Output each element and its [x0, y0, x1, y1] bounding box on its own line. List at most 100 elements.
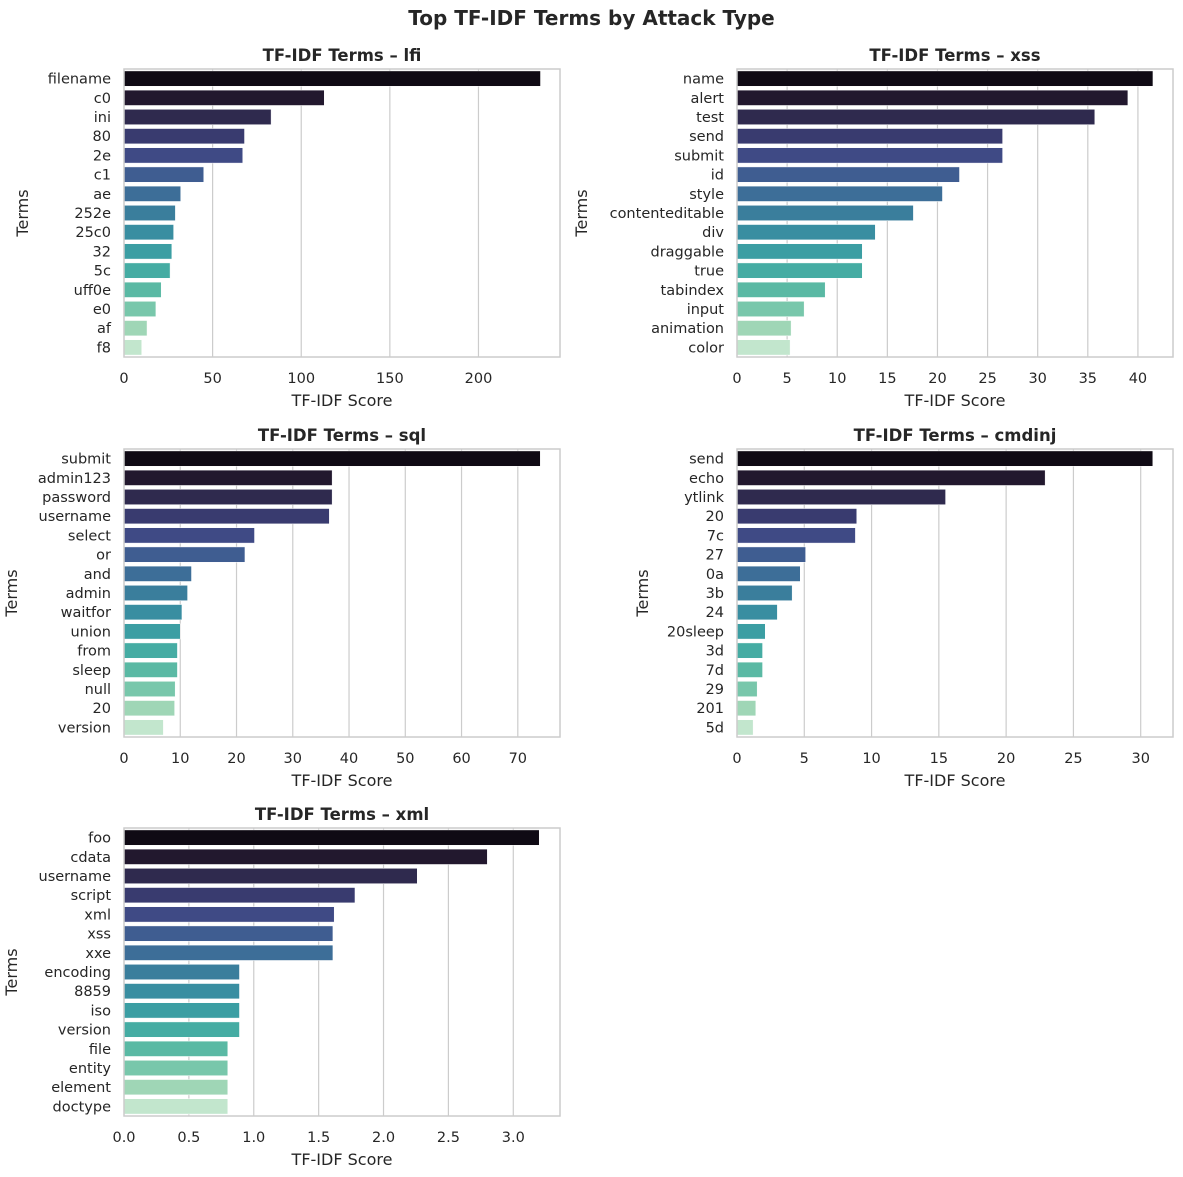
- category-label: or: [96, 548, 111, 564]
- figure-title: Top TF-IDF Terms by Attack Type: [408, 6, 775, 30]
- category-label: 5d: [706, 720, 724, 736]
- bar-af: [123, 320, 148, 337]
- x-tick-label: 1.0: [242, 1130, 265, 1146]
- bar-uff0e: [123, 281, 162, 298]
- x-axis-label: TF-IDF Score: [904, 771, 1006, 790]
- x-tick-label: 200: [465, 371, 493, 387]
- category-label: submit: [674, 148, 724, 164]
- bar-username: [123, 508, 330, 525]
- bar-24: [736, 604, 778, 621]
- x-tick-label: 150: [376, 371, 404, 387]
- category-label: 29: [706, 682, 724, 698]
- category-label: c1: [94, 168, 111, 184]
- category-label: foo: [88, 831, 111, 847]
- bar-encoding: [123, 964, 240, 980]
- bar-5c: [123, 262, 171, 279]
- category-label: input: [687, 302, 725, 318]
- category-label: 80: [93, 129, 111, 145]
- category-label: test: [696, 110, 724, 126]
- axes-frame: [123, 448, 561, 738]
- category-label: password: [42, 490, 111, 506]
- category-label: null: [85, 682, 111, 698]
- category-label: div: [702, 225, 724, 241]
- x-axis-label: TF-IDF Score: [291, 1150, 393, 1169]
- axes-frame: [736, 68, 1174, 358]
- category-label: version: [58, 1023, 111, 1039]
- x-tick-label: 2.5: [437, 1130, 460, 1146]
- category-label: sleep: [72, 663, 111, 679]
- bar-7d: [736, 661, 763, 678]
- bar-0a: [736, 565, 801, 582]
- bar-from: [123, 642, 178, 659]
- x-tick-label: 10: [828, 371, 846, 387]
- category-label: 252e: [74, 206, 111, 222]
- bar-3d: [736, 642, 763, 659]
- bar-id: [736, 166, 960, 183]
- x-tick-label: 0.0: [112, 1130, 135, 1146]
- x-tick-label: 5: [800, 751, 809, 767]
- x-tick-label: 50: [203, 371, 221, 387]
- category-label: 20: [93, 701, 111, 717]
- bar-test: [736, 109, 1096, 125]
- category-label: send: [689, 129, 724, 145]
- bar-filename: [123, 70, 541, 87]
- category-label: 7c: [707, 528, 724, 544]
- bar-input: [736, 301, 805, 317]
- category-label: script: [71, 888, 112, 904]
- category-label: ini: [94, 110, 111, 126]
- bar-element: [123, 1079, 229, 1096]
- category-label: 20sleep: [667, 624, 724, 640]
- x-tick-label: 25: [1064, 751, 1082, 767]
- bar-version: [123, 1021, 240, 1038]
- bar-29: [736, 681, 758, 697]
- bar-8859: [123, 983, 240, 1000]
- bar-or: [123, 546, 246, 563]
- x-tick-label: 70: [509, 751, 527, 767]
- x-tick-label: 15: [930, 751, 948, 767]
- y-axis-label: Terms: [2, 948, 21, 996]
- category-label: doctype: [53, 1099, 112, 1115]
- bar-echo: [736, 469, 1046, 486]
- category-label: xml: [84, 907, 111, 923]
- category-label: 5c: [94, 264, 111, 280]
- category-label: animation: [651, 321, 724, 337]
- bar-25c0: [123, 224, 174, 241]
- x-tick-label: 20: [997, 751, 1015, 767]
- category-label: 3d: [706, 644, 724, 660]
- chart-lfi: filename c0 ini 80 2e c1 ae 252e 25c0 32 5c uff0e e0…: [13, 46, 561, 410]
- x-tick-label: 40: [1129, 371, 1147, 387]
- category-label: alert: [691, 91, 725, 107]
- bar-7c: [736, 527, 856, 544]
- bar-draggable: [736, 243, 863, 260]
- x-tick-label: 0: [732, 371, 741, 387]
- x-tick-label: 25: [978, 371, 996, 387]
- category-label: name: [683, 72, 724, 88]
- bar-alert: [736, 89, 1129, 106]
- bar-username: [123, 868, 418, 884]
- bar-ae: [123, 185, 181, 202]
- bar-tabindex: [736, 281, 826, 298]
- bar-2e: [123, 147, 243, 164]
- bar-entity: [123, 1060, 229, 1076]
- category-label: style: [689, 187, 724, 203]
- bar-20: [736, 508, 858, 525]
- category-label: 201: [696, 701, 724, 717]
- bar-e0: [123, 301, 157, 317]
- bar-send: [736, 128, 1003, 145]
- bar-32: [123, 243, 173, 260]
- x-tick-label: 0: [732, 751, 741, 767]
- category-label: version: [58, 720, 111, 736]
- axes-frame: [736, 448, 1174, 738]
- bar-animation: [736, 320, 792, 337]
- x-axis-label: TF-IDF Score: [291, 391, 393, 410]
- bar-admin123: [123, 469, 333, 486]
- category-label: username: [39, 509, 112, 525]
- x-tick-label: 2.0: [372, 1130, 395, 1146]
- category-label: f8: [97, 340, 111, 356]
- bar-201: [736, 700, 757, 717]
- bar-20sleep: [736, 623, 766, 640]
- category-label: waitfor: [61, 605, 111, 621]
- category-label: cdata: [70, 850, 111, 866]
- chart-title: TF-IDF Terms – sql: [258, 426, 426, 445]
